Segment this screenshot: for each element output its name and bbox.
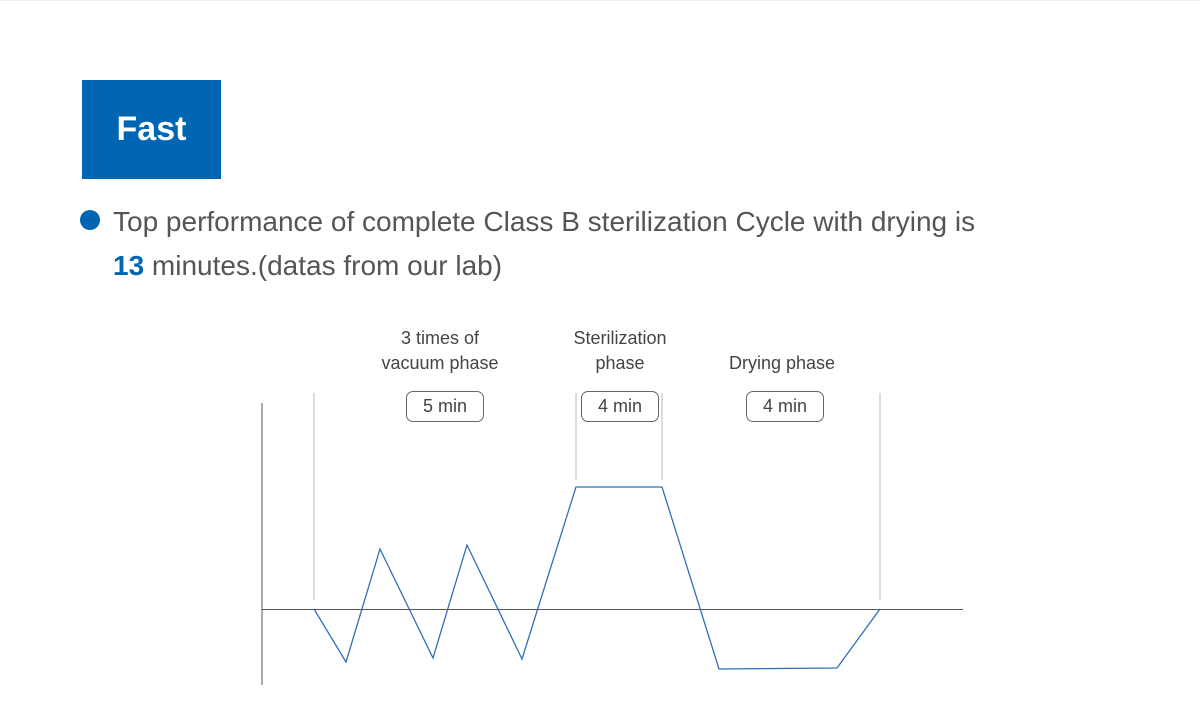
drying-duration: 4 min — [746, 391, 824, 422]
description-line2: minutes.(datas from our lab) — [144, 250, 503, 281]
label-line: Drying phase — [728, 353, 836, 373]
bullet-dot-icon — [80, 210, 100, 230]
label-line: 3 times of — [400, 328, 480, 348]
fast-badge: Fast — [82, 80, 221, 179]
vacuum-phase-label: 3 times of vacuum phase — [360, 326, 520, 376]
drying-phase-label: Drying phase — [702, 351, 862, 376]
label-line: vacuum phase — [381, 353, 499, 373]
pressure-curve — [313, 486, 881, 670]
sterilization-phase-label: Sterilization phase — [540, 326, 700, 376]
label-line: phase — [595, 353, 645, 373]
highlight-minutes: 13 — [113, 250, 145, 281]
label-line: Sterilization — [573, 328, 667, 348]
sterilization-duration: 4 min — [581, 391, 659, 422]
top-divider — [0, 0, 1200, 1]
description-line1: Top performance of complete Class B ster… — [113, 206, 976, 237]
description-text: Top performance of complete Class B ster… — [113, 200, 1113, 288]
vacuum-duration: 5 min — [406, 391, 484, 422]
